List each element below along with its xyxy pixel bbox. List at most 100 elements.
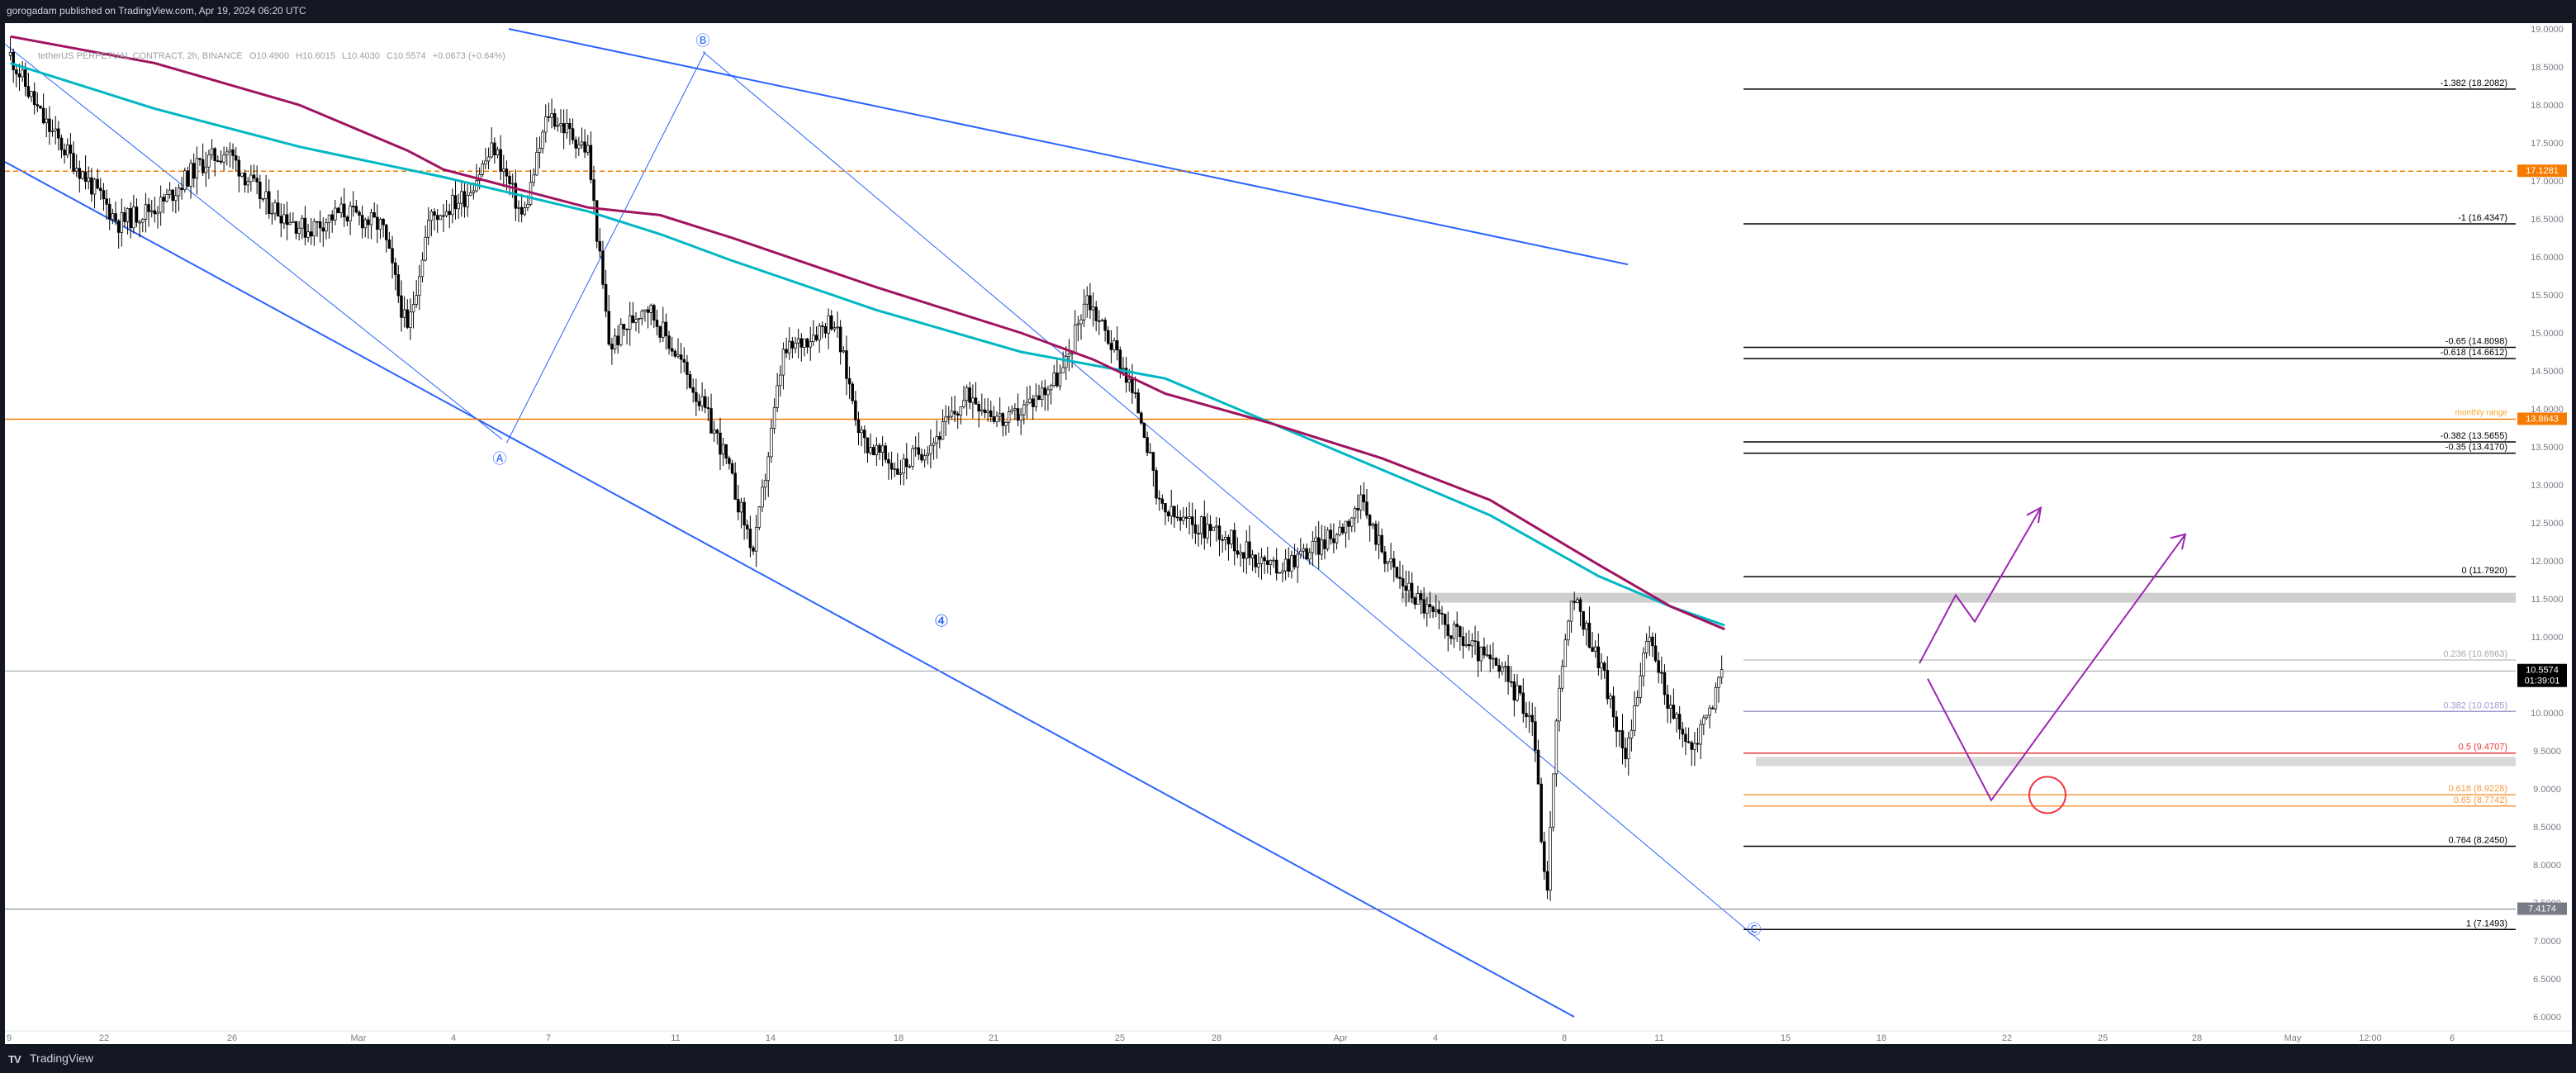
candle-body — [292, 221, 295, 224]
y-tick-label: 10.0000 — [2531, 709, 2564, 719]
candle-body — [842, 350, 846, 353]
candle-body — [992, 416, 996, 422]
candle-body — [1091, 306, 1095, 311]
candle-body — [402, 309, 406, 318]
candle-body — [153, 210, 157, 215]
y-tick-label: 18.5000 — [2531, 63, 2564, 73]
candle-body — [1426, 604, 1429, 614]
candle-body — [1620, 730, 1625, 749]
candle-body — [249, 174, 253, 183]
candle-body — [453, 195, 458, 210]
candle-body — [1362, 494, 1366, 503]
moving-average-line — [10, 35, 1725, 631]
candle-body — [878, 444, 881, 453]
candle-body — [1690, 742, 1693, 750]
candle-body — [1365, 501, 1369, 516]
candle-body — [838, 326, 842, 353]
candle-body — [1338, 526, 1341, 535]
candle-body — [1461, 636, 1465, 646]
candle-body — [207, 154, 211, 168]
candle-body — [1677, 714, 1682, 730]
candle-body — [1657, 660, 1660, 673]
candle-body — [812, 335, 815, 342]
candle-body — [1672, 705, 1676, 719]
candle-body — [1576, 599, 1579, 603]
candle-body — [204, 166, 208, 173]
legend-change: +0.0673 (+0.64%) — [432, 51, 505, 61]
x-tick-label: 26 — [227, 1033, 237, 1043]
candle-body — [1250, 554, 1255, 558]
tradingview-logo-icon[interactable]: TV — [8, 1053, 21, 1066]
candle-body — [1437, 609, 1441, 614]
candle-body — [252, 174, 256, 179]
candle-body — [1164, 503, 1167, 513]
tradingview-brand[interactable]: TradingView — [30, 1052, 94, 1065]
candle-body — [866, 437, 870, 453]
candle-body — [1587, 622, 1592, 648]
candle-body — [343, 203, 346, 218]
candle-body — [378, 218, 382, 230]
candle-body — [1065, 356, 1068, 368]
candle-body — [358, 211, 361, 216]
candle-body — [1644, 641, 1649, 653]
candle-body — [971, 397, 975, 403]
chart-canvas[interactable]: 6.00006.50007.00007.50008.00008.50009.00… — [5, 23, 2572, 1044]
candle-body — [334, 207, 337, 221]
fib-level-label: 0.5 (9.4707) — [2459, 743, 2507, 753]
candle-body — [1056, 373, 1059, 387]
candle-body — [1037, 395, 1041, 400]
candle-body — [748, 529, 752, 548]
chart-plot-area[interactable]: 6.00006.50007.00007.50008.00008.50009.00… — [5, 23, 2572, 1044]
candle-body — [1714, 686, 1718, 710]
candle-body — [1155, 470, 1158, 499]
candle-body — [766, 456, 771, 482]
y-tick-label: 7.0000 — [2533, 937, 2561, 947]
candle-body — [1085, 295, 1089, 305]
candle-body — [923, 455, 927, 461]
candle-body — [429, 211, 434, 221]
candle-body — [814, 335, 818, 340]
candle-body — [1299, 550, 1302, 555]
x-tick-label: Mar — [351, 1033, 367, 1043]
candle-body — [1627, 738, 1630, 760]
candle-body — [526, 204, 529, 208]
candle-body — [553, 113, 557, 127]
y-tick-label: 15.5000 — [2531, 291, 2564, 301]
candle-body — [138, 221, 141, 224]
candle-body — [159, 197, 163, 213]
candle-body — [580, 141, 584, 145]
candle-body — [1666, 694, 1669, 709]
candle-body — [391, 248, 394, 264]
candle-body — [631, 315, 635, 323]
candle-body — [827, 315, 830, 334]
candle-body — [463, 191, 467, 207]
candle-body — [382, 218, 385, 226]
candle-body — [733, 472, 737, 500]
candle-body — [1720, 669, 1724, 678]
candle-body — [1509, 681, 1513, 683]
price-axis-bg — [2516, 23, 2572, 1044]
candle-body — [1199, 516, 1203, 534]
candle-body — [1479, 646, 1483, 662]
candle-body — [267, 191, 271, 214]
channel-lower-line — [5, 161, 1575, 1018]
candle-body — [285, 214, 289, 226]
price-tag-label: 7.4174 — [2528, 904, 2556, 914]
y-tick-label: 16.5000 — [2531, 215, 2564, 225]
candle-body — [829, 315, 833, 330]
candle-body — [481, 164, 485, 175]
candle-body — [1049, 385, 1053, 391]
candle-body — [120, 212, 124, 233]
price-tag — [2517, 663, 2567, 687]
candle-body — [628, 315, 632, 330]
candle-body — [673, 350, 677, 357]
price-tag-label: 17.1281 — [2526, 166, 2559, 176]
candle-body — [409, 311, 412, 328]
candle-body — [1483, 646, 1486, 656]
candle-body — [372, 212, 376, 218]
candle-body — [1034, 395, 1038, 407]
candle-body — [1073, 324, 1077, 354]
candle-body — [1131, 378, 1134, 393]
candle-body — [1040, 387, 1044, 400]
candle-body — [1109, 343, 1113, 350]
